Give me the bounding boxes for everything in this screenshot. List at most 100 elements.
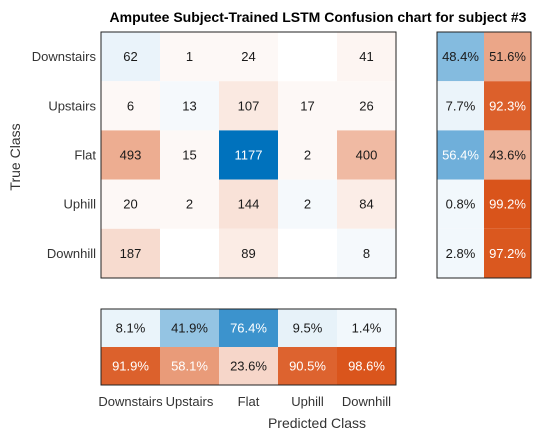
column-summary-cell xyxy=(160,309,219,347)
row-summary-value: 2.8% xyxy=(446,246,476,261)
cell-value: 493 xyxy=(120,148,142,163)
cell-value: 41 xyxy=(359,49,373,64)
row-summary-cell xyxy=(437,81,484,131)
cell-value: 8 xyxy=(363,246,370,261)
cell-value: 1177 xyxy=(235,148,263,163)
column-summary-cell xyxy=(278,347,337,385)
row-summary-cell xyxy=(484,130,531,180)
matrix-cell xyxy=(219,228,278,278)
column-summary-cell xyxy=(160,347,219,385)
cell-value: 2 xyxy=(304,148,311,163)
row-summary-cell xyxy=(437,179,484,229)
column-label: Downstairs xyxy=(98,394,163,409)
matrix-cell xyxy=(278,32,337,82)
matrix-cell xyxy=(101,228,160,278)
cell-value: 144 xyxy=(238,197,260,212)
column-label: Upstairs xyxy=(166,394,214,409)
matrix-cell xyxy=(160,81,219,131)
matrix-cell xyxy=(278,81,337,131)
cell-value: 20 xyxy=(123,197,137,212)
row-label: Uphill xyxy=(63,197,96,212)
row-label: Downstairs xyxy=(32,49,97,64)
matrix-cell xyxy=(278,228,337,278)
row-summary-value: 99.2% xyxy=(489,197,526,212)
y-axis-label: True Class xyxy=(7,123,23,190)
matrix-cell xyxy=(337,130,396,180)
row-summary-border xyxy=(436,31,532,279)
x-axis-label: Predicted Class xyxy=(268,415,366,431)
cell-value: 1 xyxy=(186,49,193,64)
row-summary-value: 7.7% xyxy=(446,98,476,113)
cell-value: 84 xyxy=(359,197,373,212)
matrix-cell xyxy=(219,32,278,82)
column-summary-value: 41.9% xyxy=(171,321,208,336)
column-summary-cell xyxy=(219,347,278,385)
row-summary-cell xyxy=(484,32,531,82)
column-summary-border xyxy=(100,308,397,386)
column-summary-value: 58.1% xyxy=(171,359,208,374)
cell-value: 187 xyxy=(120,246,142,261)
column-summary-value: 98.6% xyxy=(348,359,385,374)
row-label: Downhill xyxy=(47,246,96,261)
column-summary-value: 90.5% xyxy=(289,359,326,374)
matrix-cell xyxy=(160,130,219,180)
matrix-cell xyxy=(160,228,219,278)
matrix-cell xyxy=(101,32,160,82)
column-summary-cell xyxy=(219,309,278,347)
cell-value: 6 xyxy=(127,98,134,113)
row-summary-cell xyxy=(484,228,531,278)
matrix-border xyxy=(100,31,397,279)
matrix-cell xyxy=(337,81,396,131)
matrix-cell xyxy=(278,130,337,180)
column-summary-cell xyxy=(278,309,337,347)
column-summary-value: 91.9% xyxy=(112,359,149,374)
row-summary: 48.4% 51.6% 7.7% 92.3% 56.4% 43.6% 0.8% 99.2% 2.… xyxy=(436,31,532,279)
column-summary-cell xyxy=(101,309,160,347)
chart-title: Amputee Subject-Trained LSTM Confusion c… xyxy=(110,9,527,25)
row-summary-cell xyxy=(437,228,484,278)
cell-value: 62 xyxy=(123,49,137,64)
row-label: Upstairs xyxy=(48,98,96,113)
row-summary-cell xyxy=(437,130,484,180)
matrix-cell xyxy=(219,130,278,180)
cell-value: 15 xyxy=(182,148,196,163)
row-summary-value: 92.3% xyxy=(489,98,526,113)
matrix-cell xyxy=(160,179,219,229)
matrix-cell xyxy=(337,228,396,278)
row-summary-value: 51.6% xyxy=(489,49,526,64)
column-summary-cell xyxy=(337,347,396,385)
matrix-cell xyxy=(219,81,278,131)
column-summary-cell xyxy=(101,347,160,385)
matrix-cell xyxy=(219,179,278,229)
column-summary-value: 8.1% xyxy=(116,321,146,336)
row-label: Flat xyxy=(74,148,96,163)
cell-value: 400 xyxy=(356,148,378,163)
column-summary-value: 76.4% xyxy=(230,321,267,336)
column-summary-value: 23.6% xyxy=(230,359,267,374)
column-summary: 8.1% 41.9% 76.4% 9.5% 1.4% 91.9% 58.1% 23.6% 90.… xyxy=(98,308,397,409)
row-summary-value: 56.4% xyxy=(442,148,479,163)
row-summary-value: 43.6% xyxy=(489,148,526,163)
column-label: Downhill xyxy=(342,394,391,409)
matrix-cell xyxy=(101,179,160,229)
column-summary-value: 9.5% xyxy=(293,321,323,336)
row-summary-cell xyxy=(484,179,531,229)
column-label: Uphill xyxy=(291,394,324,409)
matrix-cell xyxy=(337,179,396,229)
column-label: Flat xyxy=(238,394,260,409)
column-summary-cell xyxy=(337,309,396,347)
matrix-cell xyxy=(101,130,160,180)
matrix-cell xyxy=(337,32,396,82)
confusion-matrix: 62 1 24 41 6 13 107 17 26 493 15 1177 2 400 20 2 144 2 84 1… xyxy=(32,31,397,279)
matrix-cell xyxy=(160,32,219,82)
row-summary-value: 97.2% xyxy=(489,246,526,261)
cell-value: 13 xyxy=(182,98,196,113)
column-summary-value: 1.4% xyxy=(352,321,382,336)
cell-value: 17 xyxy=(300,98,314,113)
row-summary-cell xyxy=(437,32,484,82)
cell-value: 2 xyxy=(186,197,193,212)
cell-value: 2 xyxy=(304,197,311,212)
matrix-cell xyxy=(278,179,337,229)
cell-value: 26 xyxy=(359,98,373,113)
